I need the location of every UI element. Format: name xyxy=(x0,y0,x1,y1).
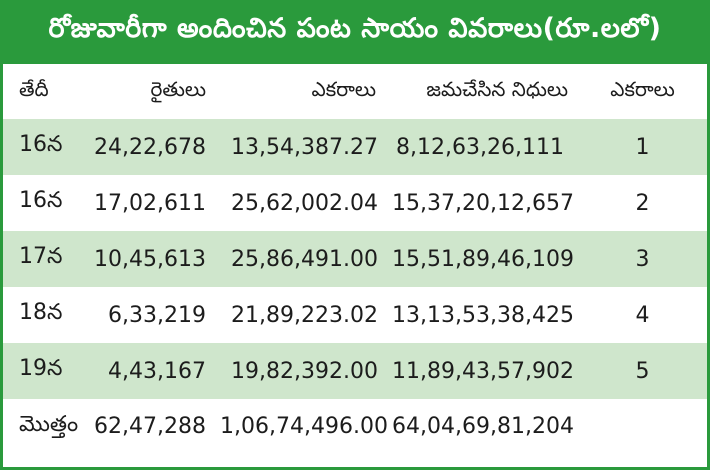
table-row: 18న 6,33,219 21,89,223.02 13,13,53,38,42… xyxy=(3,287,707,343)
cell-acres: 25,62,002.04 xyxy=(220,175,392,231)
table-total-row: మొత్తం 62,47,288 1,06,74,496.00 64,04,69… xyxy=(3,399,707,454)
cell-acres: 21,89,223.02 xyxy=(220,287,392,343)
cell-funds: 15,51,89,46,109 xyxy=(392,231,578,287)
cell-total-farmers: 62,47,288 xyxy=(85,399,220,454)
cell-date: 16న xyxy=(3,119,85,175)
cell-farmers: 4,43,167 xyxy=(85,343,220,399)
table-row: 19న 4,43,167 19,82,392.00 11,89,43,57,90… xyxy=(3,343,707,399)
cell-date: 16న xyxy=(3,175,85,231)
cell-acres-slab: 3 xyxy=(578,231,707,287)
cell-date: 18న xyxy=(3,287,85,343)
table-header-row: తేదీ రైతులు ఎకరాలు జమచేసిన నిధులు ఎకరాలు xyxy=(3,64,707,119)
cell-funds: 15,37,20,12,657 xyxy=(392,175,578,231)
cell-funds: 13,13,53,38,425 xyxy=(392,287,578,343)
cell-funds: 11,89,43,57,902 xyxy=(392,343,578,399)
table-row: 17న 10,45,613 25,86,491.00 15,51,89,46,1… xyxy=(3,231,707,287)
crop-aid-table: తేదీ రైతులు ఎకరాలు జమచేసిన నిధులు ఎకరాలు… xyxy=(3,64,707,454)
cell-acres-slab: 1 xyxy=(578,119,707,175)
cell-acres-slab: 2 xyxy=(578,175,707,231)
table-row: 16న 17,02,611 25,62,002.04 15,37,20,12,6… xyxy=(3,175,707,231)
column-header-date: తేదీ xyxy=(3,64,85,119)
column-header-acres-slab: ఎకరాలు xyxy=(578,64,707,119)
column-header-funds: జమచేసిన నిధులు xyxy=(392,64,578,119)
cell-date: 19న xyxy=(3,343,85,399)
cell-total-empty xyxy=(578,399,707,454)
cell-acres: 19,82,392.00 xyxy=(220,343,392,399)
column-header-acres: ఎకరాలు xyxy=(220,64,392,119)
cell-total-funds: 64,04,69,81,204 xyxy=(392,399,578,454)
cell-farmers: 6,33,219 xyxy=(85,287,220,343)
cell-date: 17న xyxy=(3,231,85,287)
cell-acres: 25,86,491.00 xyxy=(220,231,392,287)
cell-farmers: 24,22,678 xyxy=(85,119,220,175)
page-title: రోజువారీగా అందించిన పంట సాయం వివరాలు(రూ.… xyxy=(3,0,707,64)
cell-farmers: 17,02,611 xyxy=(85,175,220,231)
cell-farmers: 10,45,613 xyxy=(85,231,220,287)
cell-acres-slab: 4 xyxy=(578,287,707,343)
column-header-farmers: రైతులు xyxy=(85,64,220,119)
cell-funds: 8,12,63,26,111 xyxy=(392,119,578,175)
cell-acres: 13,54,387.27 xyxy=(220,119,392,175)
cell-acres-slab: 5 xyxy=(578,343,707,399)
table-row: 16న 24,22,678 13,54,387.27 8,12,63,26,11… xyxy=(3,119,707,175)
cell-total-label: మొత్తం xyxy=(3,399,85,454)
cell-total-acres: 1,06,74,496.00 xyxy=(220,399,392,454)
